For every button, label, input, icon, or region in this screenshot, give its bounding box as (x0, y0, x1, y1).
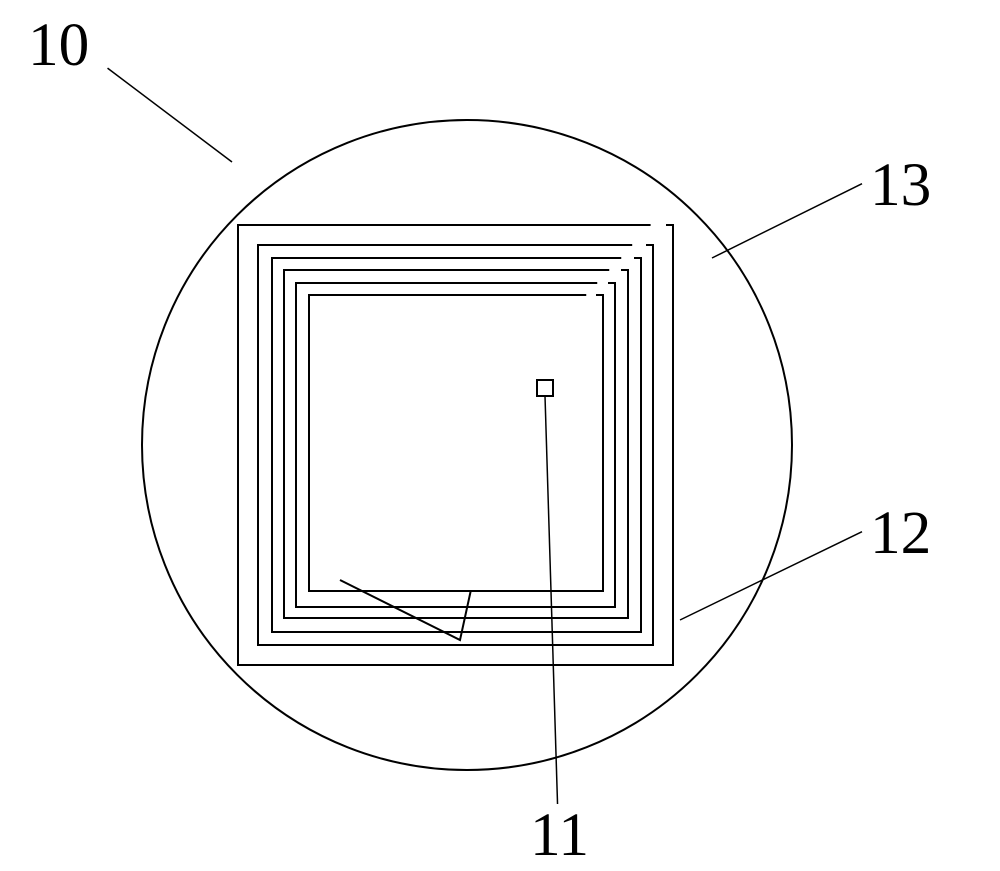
callout-label-13: 13 (870, 150, 931, 221)
diagram-svg (0, 0, 1000, 863)
callout-label-11: 11 (530, 800, 589, 871)
technical-diagram: 10 13 12 11 (0, 0, 1000, 863)
callout-label-10: 10 (28, 10, 89, 81)
callout-label-12: 12 (870, 498, 931, 569)
